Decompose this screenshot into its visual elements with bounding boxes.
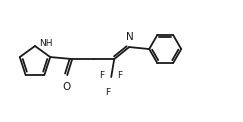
Text: F: F bbox=[105, 88, 110, 97]
Text: F: F bbox=[99, 71, 104, 80]
Text: NH: NH bbox=[39, 40, 52, 49]
Text: F: F bbox=[117, 71, 122, 80]
Text: O: O bbox=[62, 82, 70, 92]
Text: N: N bbox=[126, 32, 134, 42]
